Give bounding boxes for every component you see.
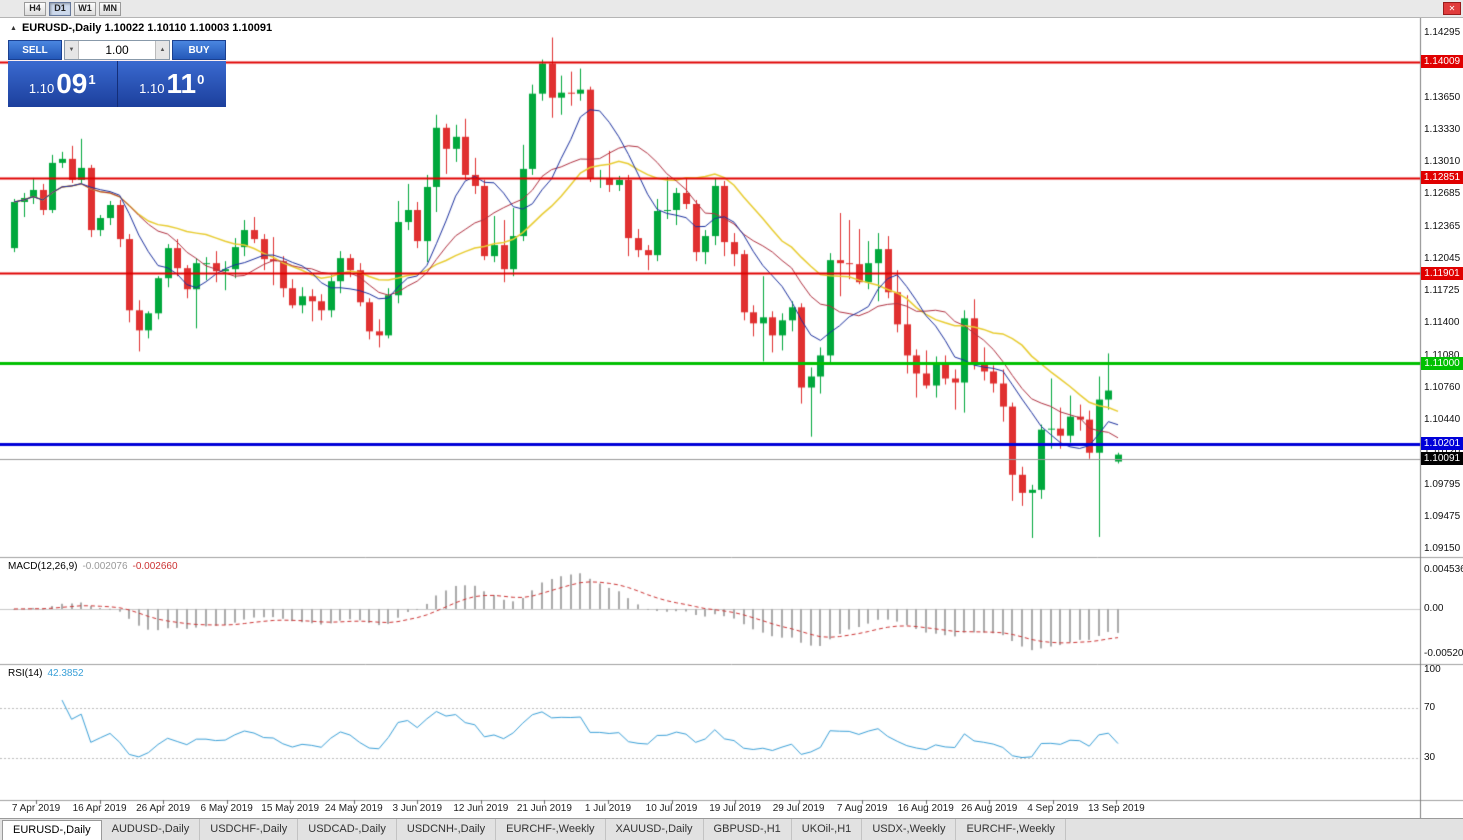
chart-tab-usdx-weekly[interactable]: USDX-,Weekly [862,819,957,840]
sell-price-display[interactable]: 1.10 09 1 [8,61,118,107]
date-axis-label: 4 Sep 2019 [1027,803,1079,814]
sell-price-sup: 1 [88,72,96,87]
price-scale-label: 1.09795 [1424,478,1461,490]
top-toolbar: H4 D1 W1 MN ✕ [0,0,1463,18]
rsi-value: 42.3852 [47,668,84,679]
buy-price-big: 11 [166,68,197,99]
price-scale-label: 1.10120 [1424,446,1460,457]
date-axis-label: 15 May 2019 [261,803,320,814]
date-axis-label: 13 Sep 2019 [1087,803,1145,814]
volume-increase-icon[interactable]: ▲ [155,41,169,59]
buy-button[interactable]: BUY [172,40,226,60]
price-scale-label: 1.12685 [1424,188,1461,200]
chart-tab-eurchf-weekly[interactable]: EURCHF-,Weekly [496,819,606,840]
price-line-badge: 1.10201 [1421,437,1463,451]
chart-tab-usdchf-daily[interactable]: USDCHF-,Daily [200,819,299,840]
price-line-badge: 1.14009 [1421,55,1463,69]
buy-price-display[interactable]: 1.10 11 0 [117,61,226,107]
date-axis-label: 19 Jul 2019 [709,803,761,814]
macd-indicator-label: MACD(12,26,9) -0.002076 -0.002660 [8,561,183,572]
sell-price-prefix: 1.10 [28,81,55,96]
chart-tabs-bar: EURUSD-,Daily AUDUSD-,Daily USDCHF-,Daily U… [0,818,1463,840]
rsi-scale-label: 100 [1424,664,1441,675]
price-scale-label: 1.12365 [1424,220,1461,232]
chart-title-text: EURUSD-,Daily 1.10022 1.10110 1.10003 1.… [21,22,273,34]
chart-title: ▲ EURUSD-,Daily 1.10022 1.10110 1.10003 … [10,22,272,34]
rsi-scale-label: 70 [1424,701,1436,713]
timeframe-button-w1[interactable]: W1 [74,1,96,16]
chart-tab-gbpusd-h1[interactable]: GBPUSD-,H1 [703,819,792,840]
timeframe-button-mn[interactable]: MN [99,1,121,16]
sell-price-big: 09 [56,68,88,99]
chart-tab-ukoil-h1[interactable]: UKOil-,H1 [791,819,863,840]
macd-signal-value: -0.002660 [132,561,178,572]
macd-scale-label: 0.00 [1424,602,1444,614]
timeframe-button-h4[interactable]: H4 [24,1,46,16]
volume-value[interactable]: 1.00 [105,43,129,57]
chart-tab-usdcnh-daily[interactable]: USDCNH-,Daily [396,819,497,840]
date-axis-label: 16 Apr 2019 [72,803,127,814]
chart-tab-audusd-daily[interactable]: AUDUSD-,Daily [101,819,201,840]
price-line-badge: 1.12851 [1421,171,1463,185]
volume-decrease-icon[interactable]: ▼ [65,41,79,59]
date-axis-label: 6 May 2019 [200,803,253,814]
date-axis-label: 1 Jul 2019 [584,803,632,814]
date-axis-label: 24 May 2019 [324,803,383,814]
price-scale-label: 1.11080 [1424,349,1460,361]
price-scale-label: 1.11400 [1424,317,1460,329]
buy-price-prefix: 1.10 [139,81,165,96]
chart-tab-eurchf-weekly[interactable]: EURCHF-,Weekly [956,819,1066,840]
sell-button[interactable]: SELL [8,40,62,60]
price-scale-label: 1.14295 [1424,27,1461,38]
rsi-indicator-label: RSI(14) 42.3852 [8,668,89,679]
buy-price-sup: 0 [197,72,205,87]
timeframe-button-d1[interactable]: D1 [49,1,71,16]
price-scale-label: 1.13010 [1424,156,1461,167]
date-axis-label: 26 Apr 2019 [136,803,191,814]
date-axis-label: 26 Aug 2019 [961,803,1018,814]
price-scale-label: 1.12045 [1424,252,1461,264]
date-axis-label: 21 Jun 2019 [516,803,572,814]
chart-tab-eurusd-daily[interactable]: EURUSD-,Daily [2,820,102,840]
rsi-scale-label: 30 [1424,751,1436,763]
price-line-badge: 1.11901 [1421,266,1463,280]
date-axis-label: 29 Jul 2019 [772,803,825,814]
timeframe-buttons: H4 D1 W1 MN [24,1,124,16]
chart-window: ▲ EURUSD-,Daily 1.10022 1.10110 1.10003 … [0,18,1463,818]
price-scale-label: 1.11725 [1424,285,1460,296]
one-click-trading-panel: SELL ▼ 1.00 ▲ BUY 1.10 09 1 1.10 11 0 [8,40,226,107]
chart-canvas[interactable] [0,18,1463,818]
macd-scale-label: 0.004536 [1424,563,1463,575]
date-axis-label: 10 Jul 2019 [645,803,698,814]
date-axis-label: 12 Jun 2019 [453,803,509,814]
macd-main-value: -0.002076 [82,561,128,572]
price-scale-label: 1.10760 [1424,381,1461,393]
rsi-name: RSI(14) [8,668,43,679]
price-scale-label: 1.10440 [1424,414,1461,425]
price-scale-label: 1.09475 [1424,510,1461,522]
collapse-one-click-icon[interactable]: ▲ [10,24,17,32]
macd-scale-label: -0.005205 [1424,648,1463,660]
date-axis-label: 7 Aug 2019 [836,803,888,814]
macd-name: MACD(12,26,9) [8,561,78,572]
price-scale-label: 1.09150 [1424,543,1461,554]
chart-tab-xauusd-daily[interactable]: XAUUSD-,Daily [605,819,704,840]
date-axis-label: 16 Aug 2019 [897,803,954,814]
close-chart-button[interactable]: ✕ [1443,2,1461,15]
current-price-badge: 1.10091 [1421,452,1463,466]
date-axis-label: 7 Apr 2019 [11,803,61,814]
date-axis-label: 3 Jun 2019 [392,803,443,814]
chart-tab-usdcad-daily[interactable]: USDCAD-,Daily [298,819,397,840]
price-scale-label: 1.13650 [1424,91,1461,103]
volume-field[interactable]: ▼ 1.00 ▲ [64,40,170,60]
price-line-badge: 1.11000 [1421,356,1463,370]
price-scale-label: 1.13330 [1424,123,1461,135]
